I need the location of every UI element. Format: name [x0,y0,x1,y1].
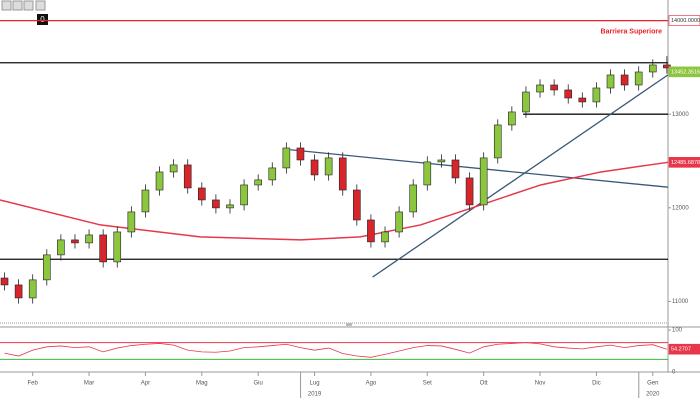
candle-body [268,167,277,181]
candle-body [663,64,671,69]
candle-body [536,84,544,93]
candle-body [479,157,488,206]
x-tick-label: Ago [366,381,377,387]
rsi-line [4,342,667,358]
candle-body [240,184,248,206]
candle-body [28,279,37,299]
trend-line [290,149,669,188]
candle-body [198,187,206,201]
counter-label: 0 [40,15,45,24]
candle-body [14,284,23,299]
price-tag-label: 54.2707 [671,347,691,353]
candle-body [324,157,333,176]
candle-body [282,147,291,169]
x-tick-label: Lug [310,381,320,387]
panel-handle[interactable] [346,323,352,326]
candle-body [409,184,418,213]
moving-average [0,161,669,241]
candle-body [85,234,93,244]
year-label: 2020 [646,392,660,398]
candle-body [493,124,502,159]
candle-body [508,111,516,126]
candle-body [169,164,178,173]
candle-body [564,89,573,99]
candle-body [620,74,629,86]
price-tag-label: 12485.6878 [671,160,700,166]
tool-icon[interactable] [12,0,23,11]
candle-body [465,177,474,206]
candle-body [606,74,615,89]
x-tick-label: Mag [196,381,208,387]
x-tick-label: Apr [141,381,150,387]
price-tag-label: 14000.0000 [671,18,700,24]
candle-body [183,164,192,189]
tool-icon[interactable] [35,0,46,11]
candle-body [550,84,558,91]
trend-line [372,74,669,278]
candle-body [127,211,136,233]
annotation: Barriera Superiore [601,28,663,35]
candle-body [155,171,164,191]
y-tick-label: 13000 [672,112,689,118]
candle-body [437,159,446,163]
candle-body [338,157,347,191]
candle-body [451,159,460,179]
candle-body [522,91,530,113]
counter-box [37,14,48,25]
x-tick-label: Giu [254,381,263,387]
candle-body [226,204,234,209]
candle-body [634,71,643,86]
candle-body [648,64,657,73]
tool-icon[interactable] [23,0,34,11]
price-tag [668,15,700,26]
candle-body [395,211,403,233]
x-tick-label: Dic [592,381,601,387]
price-tag [668,157,700,168]
x-tick-label: Set [423,381,432,387]
toolbar: 0 [1,0,48,25]
y-tick-label: 100 [672,328,683,334]
candle-body [592,87,601,103]
y-tick-label: 11000 [672,299,689,305]
y-tick-label: 12000 [672,205,689,211]
candle-body [367,219,375,243]
candle-body [254,179,262,186]
x-tick-label: Ott [480,381,488,387]
x-tick-label: Feb [28,381,39,387]
price-tag [668,343,700,355]
candle-body [113,231,122,263]
price-tag-label: 13452.3516 [671,69,700,75]
candle-body [99,234,107,263]
candle-body [71,239,79,244]
candle-body [353,189,361,221]
candle-body [381,231,389,243]
candle-body [423,161,432,186]
candle-body [57,239,65,256]
candle-body [141,189,150,213]
x-tick-label: Nov [535,381,546,387]
candle-body [212,199,220,209]
price-tag [668,66,700,78]
tool-icon[interactable] [1,0,12,11]
x-tick-label: Mar [84,381,94,387]
y-tick-label: 0 [672,370,676,376]
candle-body [310,159,319,176]
candle-body [42,254,51,281]
candle-body [578,97,587,103]
candle-body [0,277,9,286]
year-label: 2019 [308,392,322,398]
candle-body [296,147,305,161]
x-tick-label: Gen [647,381,658,387]
